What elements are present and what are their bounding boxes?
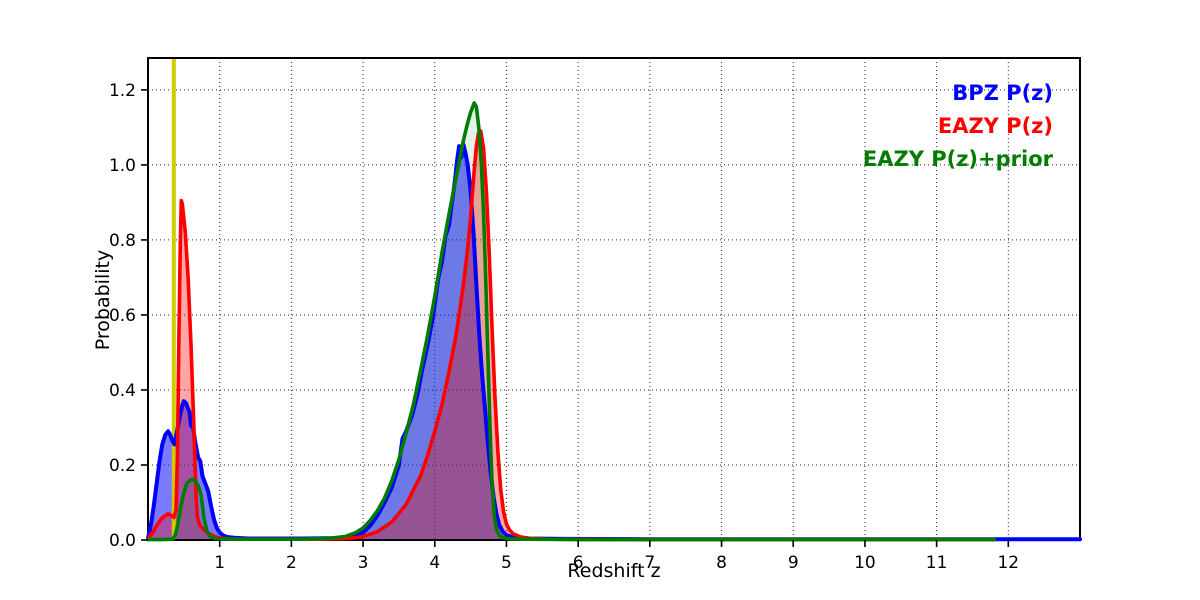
legend-entry-eazy-prior: EAZY P(z)+prior: [862, 147, 1053, 171]
legend-entry-eazy: EAZY P(z): [937, 114, 1053, 138]
y-tick-label-0.4: 0.4: [109, 381, 136, 401]
series-fill-eazy: [148, 131, 994, 540]
y-tick-label-0.0: 0.0: [109, 531, 136, 551]
legend: BPZ P(z) EAZY P(z) EAZY P(z)+prior: [863, 77, 1053, 176]
y-tick-label-1.2: 1.2: [109, 81, 136, 101]
x-tick-label-11: 11: [926, 553, 948, 573]
x-tick-label-4: 4: [429, 553, 440, 573]
x-tick-label-1: 1: [214, 553, 225, 573]
x-tick-label-5: 5: [501, 553, 512, 573]
series-fill-bpz: [148, 144, 1080, 541]
series-line-eazy: [146, 129, 996, 542]
y-tick-label-1.0: 1.0: [109, 156, 136, 176]
y-tick-label-0.8: 0.8: [109, 231, 136, 251]
y-tick-label-0.6: 0.6: [109, 306, 136, 326]
x-tick-label-9: 9: [788, 553, 799, 573]
x-tick-label-12: 12: [997, 553, 1019, 573]
y-tick-label-0.2: 0.2: [109, 456, 136, 476]
x-tick-label-2: 2: [286, 553, 297, 573]
x-axis-label: Redshift z: [567, 560, 661, 582]
x-tick-label-6: 6: [573, 553, 584, 573]
x-tick-label-7: 7: [644, 553, 655, 573]
series-line-bpz: [146, 142, 1082, 542]
x-tick-label-10: 10: [854, 553, 876, 573]
legend-entry-bpz: BPZ P(z): [952, 81, 1053, 105]
y-axis-label: Probability: [92, 249, 114, 351]
x-tick-label-3: 3: [358, 553, 369, 573]
x-tick-label-8: 8: [716, 553, 727, 573]
series-line-eazy-prior: [146, 101, 996, 542]
